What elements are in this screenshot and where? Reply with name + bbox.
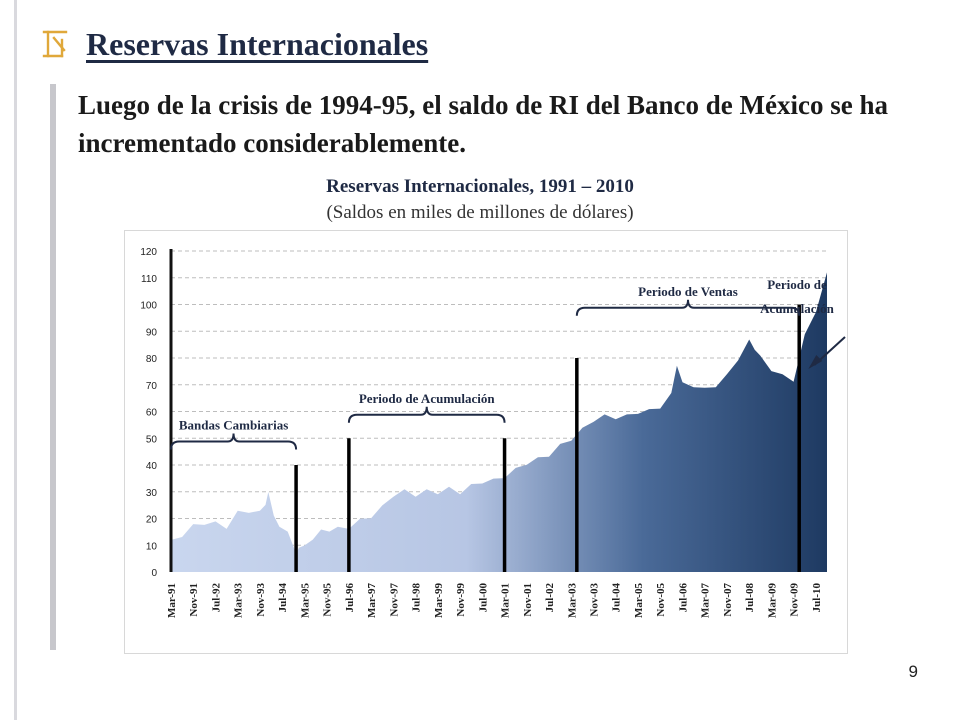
annotation-label: Bandas Cambiarias xyxy=(179,418,288,433)
x-tick-label: Jul-98 xyxy=(411,583,423,613)
page-number: 9 xyxy=(908,662,918,681)
x-tick-label: Jul-94 xyxy=(277,583,289,613)
y-tick-label: 120 xyxy=(140,247,157,258)
x-tick-label: Mar-99 xyxy=(433,583,445,619)
chart-canvas: 0 10 20 30 40 50 60 70 80 90 100 110 120 Mar-91 Nov-91… xyxy=(140,247,846,619)
x-tick-label: Jul-08 xyxy=(744,583,756,613)
x-tick-label: Mar-09 xyxy=(766,583,778,619)
x-tick-label: Jul-10 xyxy=(811,583,823,613)
annotation-label: Acumulación xyxy=(760,301,834,316)
annotation-label: Periodo de xyxy=(767,277,827,292)
y-tick-label: 30 xyxy=(146,488,158,499)
slide-title: Reservas Internacionales xyxy=(86,26,429,62)
x-tick-label: Mar-07 xyxy=(700,583,712,619)
reserves-area xyxy=(171,272,827,572)
y-tick-label: 100 xyxy=(140,301,157,312)
banxico-logo-icon xyxy=(42,30,68,58)
annotation-arrow-head xyxy=(808,355,823,369)
x-tick-label: Nov-07 xyxy=(722,583,734,617)
x-tick-label: Mar-93 xyxy=(233,583,245,619)
x-tick-label: Mar-03 xyxy=(566,583,578,619)
x-tick-label: Nov-93 xyxy=(255,583,267,617)
x-tick-label: Mar-97 xyxy=(366,583,378,619)
y-tick-label: 40 xyxy=(146,461,158,472)
x-tick-label: Nov-91 xyxy=(188,583,200,617)
y-tick-label: 60 xyxy=(146,408,158,419)
x-tick-label: Nov-99 xyxy=(455,583,467,617)
chart-title: Reservas Internacionales, 1991 – 2010 xyxy=(326,176,634,197)
y-tick-label: 110 xyxy=(141,274,157,285)
slide-subtitle: Luego de la crisis de 1994-95, el saldo … xyxy=(78,90,888,158)
y-tick-label: 80 xyxy=(146,354,158,365)
content-accent-bar xyxy=(50,84,56,650)
x-tick-label: Jul-92 xyxy=(210,583,222,613)
annotation-brace xyxy=(347,406,506,423)
x-tick-label: Jul-04 xyxy=(611,583,623,613)
x-tick-label: Jul-06 xyxy=(677,583,689,613)
x-tick-label: Nov-97 xyxy=(388,583,400,617)
x-tick-label: Jul-96 xyxy=(344,583,356,613)
y-tick-label: 70 xyxy=(146,381,158,392)
x-tick-label: Mar-01 xyxy=(500,583,512,618)
x-tick-label: Nov-95 xyxy=(322,583,334,617)
annotation-brace xyxy=(170,433,298,450)
y-tick-label: 50 xyxy=(146,434,158,445)
x-tick-label: Jul-00 xyxy=(477,583,489,613)
annotation-label: Periodo de Acumulación xyxy=(359,391,496,406)
y-tick-label: 20 xyxy=(146,515,158,526)
x-tick-label: Nov-01 xyxy=(522,583,534,617)
y-tick-label: 10 xyxy=(146,541,158,552)
annotation-label: Periodo de Ventas xyxy=(638,284,738,299)
x-tick-label: Nov-09 xyxy=(789,583,801,617)
x-tick-label: Nov-03 xyxy=(589,583,601,617)
x-tick-label: Mar-95 xyxy=(299,583,311,619)
y-tick-label: 90 xyxy=(146,327,158,338)
chart-subtitle: (Saldos en miles de millones de dólares) xyxy=(326,202,634,223)
x-tick-label: Mar-91 xyxy=(166,583,178,618)
y-tick-label: 0 xyxy=(151,568,157,579)
x-tick-label: Mar-05 xyxy=(633,583,645,619)
reserves-chart: 0 10 20 30 40 50 60 70 80 90 100 110 120 Mar-91 Nov-91… xyxy=(124,230,848,654)
left-accent-rule xyxy=(14,0,17,720)
x-tick-label: Jul-02 xyxy=(544,583,556,613)
x-tick-label: Nov-05 xyxy=(655,583,667,617)
